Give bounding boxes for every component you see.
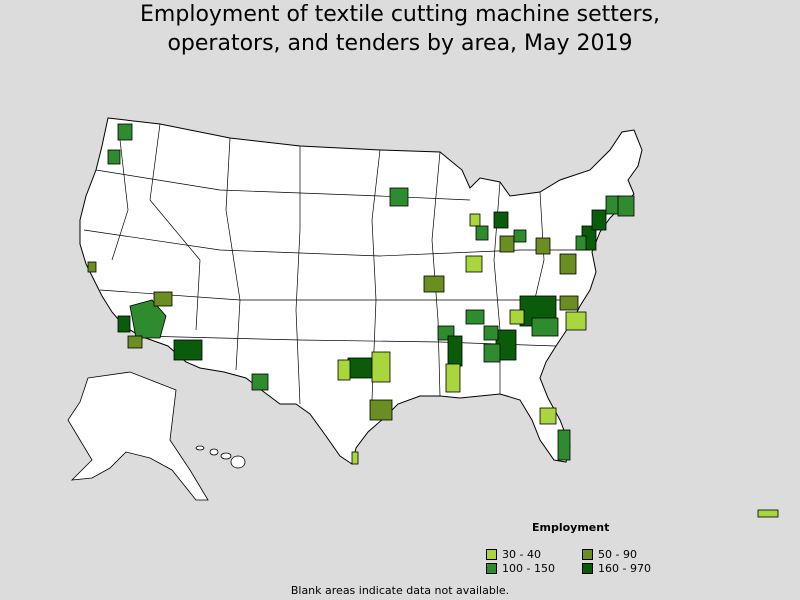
area-virginia xyxy=(559,295,579,311)
area-fl-miami xyxy=(557,429,571,461)
legend-swatch xyxy=(486,563,497,574)
legend-item-30-40: 30 - 40 xyxy=(486,548,541,561)
area-indianapolis xyxy=(465,255,483,273)
puerto-rico-shape xyxy=(757,509,779,518)
area-nc-3 xyxy=(509,309,525,325)
hawaii-island-4 xyxy=(230,455,246,469)
border-line xyxy=(371,149,381,401)
area-fl-tampa xyxy=(539,407,557,425)
area-sf xyxy=(87,261,97,273)
legend-item-50-90: 50 - 90 xyxy=(582,548,637,561)
area-mass xyxy=(617,195,635,217)
area-philly xyxy=(575,235,587,251)
legend-title: Employment xyxy=(532,521,610,534)
alaska-shape xyxy=(67,371,209,501)
area-ohio-2 xyxy=(513,229,527,243)
legend-swatch xyxy=(582,563,593,574)
area-tn-east xyxy=(483,325,499,341)
area-va-south xyxy=(565,311,587,331)
area-pa-central xyxy=(559,253,577,275)
legend-item-100-150: 100 - 150 xyxy=(486,562,555,575)
area-inland-empire xyxy=(129,299,167,339)
legend-swatch xyxy=(486,549,497,560)
hawaii-island-1 xyxy=(195,445,205,451)
border-line xyxy=(111,139,129,261)
area-milwaukee xyxy=(469,213,481,227)
area-nc-2 xyxy=(531,317,559,337)
area-san-diego xyxy=(127,335,143,349)
contiguous-us-outline xyxy=(79,117,643,465)
area-portland xyxy=(107,149,121,165)
map-title-line-1: Employment of textile cutting machine se… xyxy=(140,2,660,27)
map-title-line-2: operators, and tenders by area, May 2019 xyxy=(167,31,633,56)
area-seattle xyxy=(117,123,133,141)
area-ga xyxy=(483,343,501,363)
legend-item-160-970: 160 - 970 xyxy=(582,562,651,575)
border-line xyxy=(95,169,471,201)
area-dallas xyxy=(347,357,373,379)
area-kentucky xyxy=(465,309,485,325)
area-minneapolis xyxy=(389,187,409,207)
area-texas-north xyxy=(337,359,351,381)
employment-areas xyxy=(87,123,635,465)
area-nj xyxy=(591,209,607,231)
area-las-vegas xyxy=(153,291,173,307)
legend-swatch xyxy=(582,549,593,560)
alaska xyxy=(67,371,209,501)
area-chicago xyxy=(475,225,489,241)
area-ohio xyxy=(499,235,515,253)
area-alabama xyxy=(445,363,461,393)
map-title: Employment of textile cutting machine se… xyxy=(0,0,800,58)
legend-label: 50 - 90 xyxy=(598,548,637,561)
footnote: Blank areas indicate data not available. xyxy=(290,584,510,597)
legend-label: 160 - 970 xyxy=(598,562,651,575)
puerto-rico xyxy=(757,509,779,518)
area-kansas-city xyxy=(423,275,445,293)
legend-label: 30 - 40 xyxy=(502,548,541,561)
hawaii xyxy=(195,445,246,469)
legend-label: 100 - 150 xyxy=(502,562,555,575)
border-line xyxy=(149,123,201,331)
area-houston xyxy=(369,399,393,421)
area-el-paso xyxy=(251,373,269,391)
area-pittsburgh xyxy=(535,237,551,255)
border-line xyxy=(295,146,301,405)
area-corpus xyxy=(351,451,359,465)
area-la xyxy=(117,315,131,333)
border-line xyxy=(225,137,241,371)
area-texas-ne xyxy=(371,351,391,383)
hawaii-island-2 xyxy=(209,448,219,456)
area-michigan xyxy=(493,211,509,229)
legend: Employment 30 - 40 50 - 90 100 - 150 160… xyxy=(486,521,706,581)
contiguous-us xyxy=(79,117,643,465)
area-mississippi xyxy=(447,335,463,367)
hawaii-island-3 xyxy=(220,452,232,460)
area-phoenix xyxy=(173,339,203,361)
